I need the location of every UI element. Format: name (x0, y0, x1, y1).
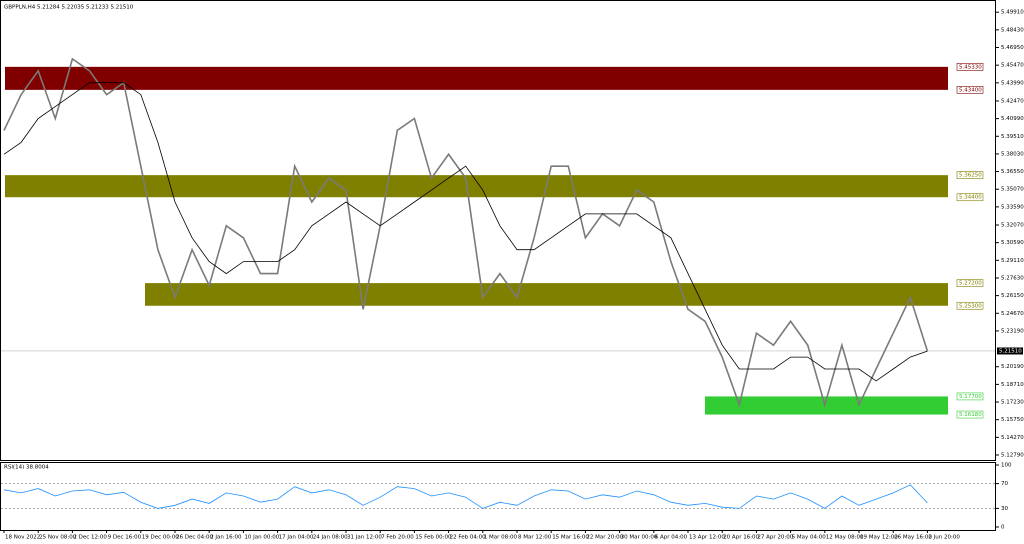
x-tick-label: 10 Jan 00:00 (244, 535, 279, 541)
y-tick-label: 5.32070 (1001, 223, 1024, 229)
x-tick-label: 2 Jan 16:00 (210, 535, 242, 541)
zone-label-box (956, 63, 984, 71)
current-price-box (997, 347, 1023, 355)
y-tick-label: 5.36550 (1001, 169, 1024, 175)
series-line (3, 82, 928, 382)
x-tick-label: 24 Jan 08:00 (313, 535, 348, 541)
zone-label: 5.45330 (959, 64, 982, 70)
zone-label-box (956, 392, 984, 401)
chart-title: GBPPLN,H4 5.21284 5.22035 5.21233 5.2151… (4, 5, 134, 11)
y-tick-label: 5.38030 (1001, 151, 1024, 157)
zone-label-box (956, 86, 984, 94)
zone-label-box (956, 171, 984, 179)
zone-label: 5.25300 (959, 303, 982, 309)
x-tick-label: 1 Mar 08:00 (484, 535, 518, 541)
zone-label: 5.16180 (959, 412, 982, 418)
x-tick-label: 2 Dec 12:00 (73, 535, 107, 541)
y-tick-label: 5.46950 (1001, 45, 1024, 51)
x-tick-label: 7 Feb 20:00 (381, 535, 414, 541)
y-tick-label: 5.40990 (1001, 116, 1024, 122)
zone-label: 5.43400 (959, 87, 982, 93)
x-tick-label: 18 Nov 2022 (5, 535, 40, 541)
x-tick-label: 15 Mar 16:00 (552, 535, 589, 541)
x-tick-label: 2 Jun 20:00 (928, 535, 960, 541)
y-tick-label: 5.45470 (1001, 63, 1024, 69)
current-price-label: 5.21510 (999, 348, 1022, 354)
y-tick-label: 5.35070 (1001, 187, 1024, 193)
y-tick-label: 5.39510 (1001, 134, 1024, 140)
x-tick-label: 6 Apr 04:00 (655, 535, 688, 541)
y-tick-label: 5.26150 (1001, 293, 1024, 299)
x-tick-label: 19 Dec 00:00 (142, 535, 179, 541)
x-tick-label: 31 Jan 12:00 (347, 535, 382, 541)
zone-label: 5.27200 (959, 281, 982, 287)
zone-label: 5.34400 (959, 195, 982, 201)
x-tick-label: 25 Nov 08:00 (39, 535, 77, 541)
y-tick-label: 100 (1001, 463, 1012, 469)
y-tick-label: 5.29110 (1001, 258, 1024, 264)
y-tick-label: 5.14270 (1001, 435, 1024, 441)
zone-label-box (956, 193, 984, 202)
x-tick-label: 13 Apr 12:00 (689, 535, 725, 541)
y-tick-label: 5.18710 (1001, 382, 1024, 388)
x-tick-label: 8 Mar 12:00 (518, 535, 552, 541)
zone (5, 175, 948, 198)
zone (5, 66, 948, 90)
y-tick-label: 5.30590 (1001, 240, 1024, 246)
y-tick-label: 5.12790 (1001, 452, 1024, 458)
series-line (3, 484, 928, 509)
y-tick-label: 5.15750 (1001, 417, 1024, 423)
rsi-title: RSI(14) 38.8004 (4, 465, 49, 471)
rsi-panel (0, 462, 996, 531)
zone-label-box (956, 410, 984, 419)
x-tick-label: 30 Mar 00:00 (621, 535, 658, 541)
series-line (3, 57, 929, 408)
x-tick-label: 12 May 08:00 (826, 535, 864, 541)
x-tick-label: 17 Jan 04:00 (279, 535, 314, 541)
y-tick-label: 5.23190 (1001, 328, 1024, 334)
x-tick-label: 20 Apr 16:00 (723, 535, 759, 541)
zone-label-box (956, 301, 984, 310)
y-tick-label: 0 (1001, 525, 1005, 531)
zone-label: 5.17700 (959, 394, 982, 400)
x-tick-label: 26 Dec 04:00 (176, 535, 213, 541)
y-tick-label: 5.24670 (1001, 311, 1024, 317)
y-tick-label: 5.27630 (1001, 275, 1024, 281)
x-tick-label: 27 Apr 20:00 (757, 535, 793, 541)
x-tick-label: 22 Feb 04:00 (450, 535, 487, 541)
y-tick-label: 5.48430 (1001, 27, 1024, 33)
y-tick-label: 70 (1001, 481, 1008, 487)
zone (705, 396, 948, 415)
zone (145, 283, 948, 306)
x-tick-label: 22 Mar 20:00 (586, 535, 623, 541)
y-tick-label: 5.33590 (1001, 204, 1024, 210)
zone-label-box (956, 279, 984, 287)
x-tick-label: 15 Feb 00:00 (415, 535, 452, 541)
y-tick-label: 5.17230 (1001, 400, 1024, 406)
x-tick-label: 5 May 04:00 (792, 535, 827, 541)
y-tick-label: 5.42470 (1001, 98, 1024, 104)
y-tick-label: 30 (1001, 506, 1008, 512)
zone-label: 5.36250 (959, 173, 982, 179)
y-tick-label: 5.20190 (1001, 364, 1024, 370)
x-tick-label: 19 May 12:00 (860, 535, 898, 541)
x-tick-label: 26 May 16:00 (894, 535, 932, 541)
y-tick-label: 5.43990 (1001, 80, 1024, 86)
y-tick-label: 5.49910 (1001, 10, 1024, 16)
x-tick-label: 9 Dec 16:00 (108, 535, 142, 541)
